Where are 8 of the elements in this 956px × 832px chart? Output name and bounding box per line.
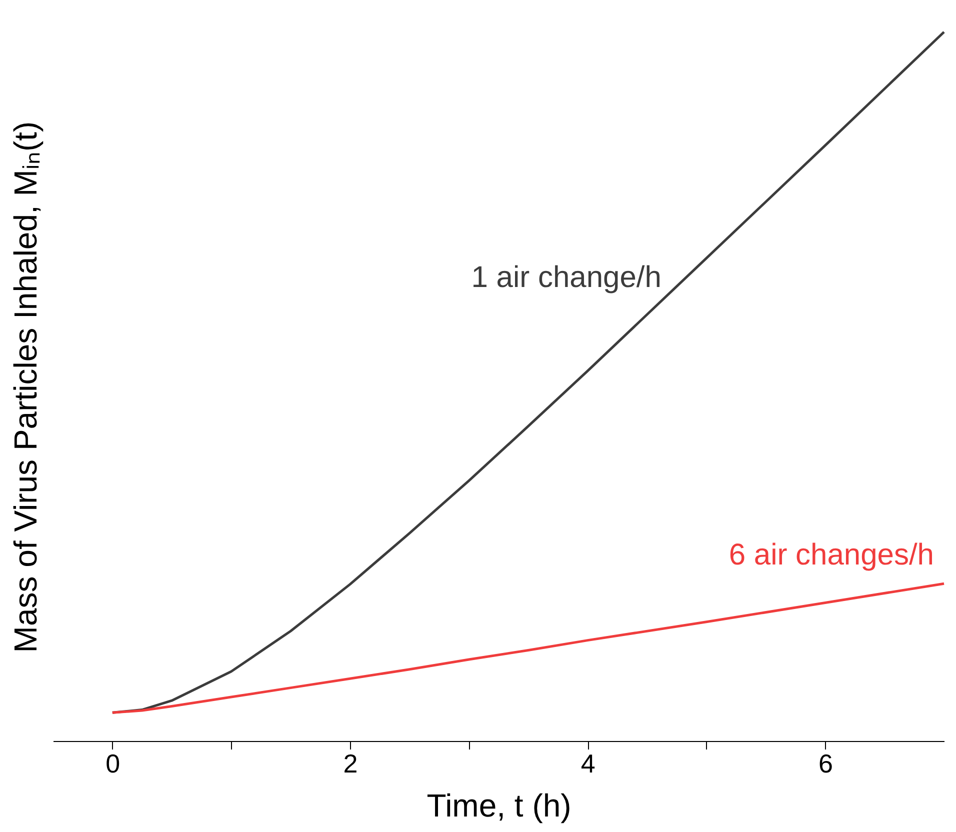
series-label: 1 air change/h <box>471 261 662 294</box>
x-tick-label: 4 <box>580 748 596 778</box>
series-label: 6 air changes/h <box>728 538 934 572</box>
x-tick-label: 2 <box>343 748 358 778</box>
x-tick-label: 0 <box>106 748 120 778</box>
x-tick-label: 6 <box>818 748 833 778</box>
y-axis-title: Mass of Virus Particles Inhaled, Mᵢₙ(t) <box>8 121 44 653</box>
x-axis-title: Time, t (h) <box>426 788 572 824</box>
